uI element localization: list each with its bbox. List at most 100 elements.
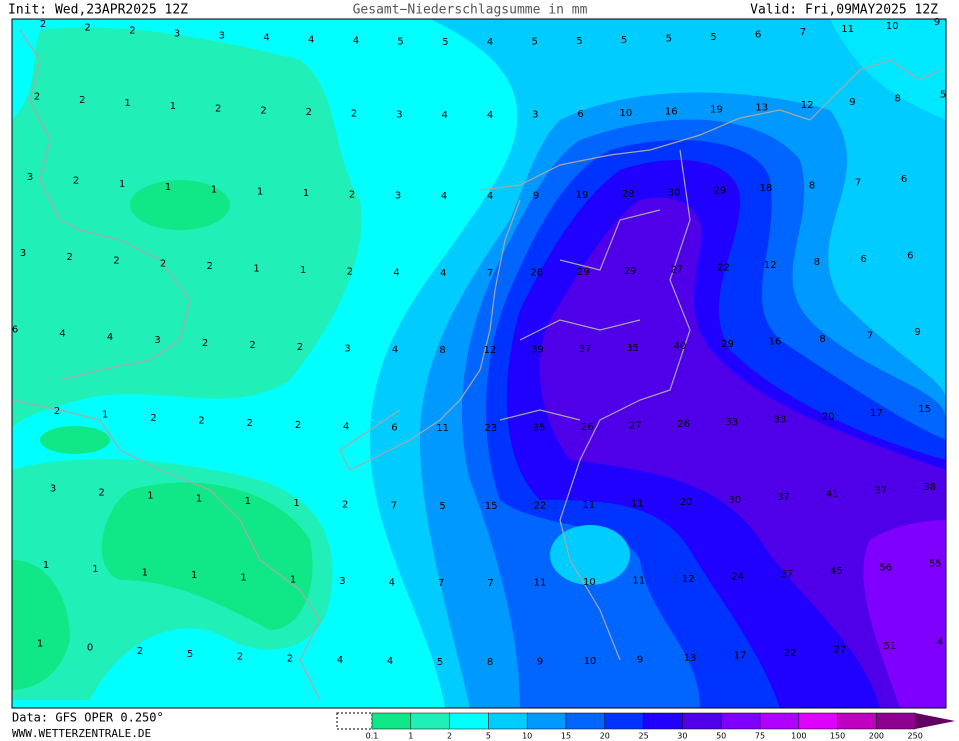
grid-value: 11 xyxy=(534,578,547,589)
grid-value: 6 xyxy=(577,109,583,120)
grid-value: 8 xyxy=(814,257,820,268)
grid-value: 8 xyxy=(895,93,901,104)
grid-value: 6 xyxy=(755,30,761,41)
grid-value: 1 xyxy=(142,567,148,578)
grid-value: 2 xyxy=(79,95,85,106)
grid-value: 5 xyxy=(532,37,538,48)
field-5-patch xyxy=(550,525,630,585)
grid-value: 6 xyxy=(901,174,907,185)
grid-value: 1 xyxy=(196,494,202,505)
grid-value: 4 xyxy=(263,33,269,44)
grid-value: 15 xyxy=(485,501,498,512)
grid-value: 4 xyxy=(389,577,395,588)
legend-label: 250 xyxy=(908,732,923,741)
grid-value: 2 xyxy=(306,107,312,118)
legend-label: 2 xyxy=(447,732,452,741)
grid-value: 26 xyxy=(530,268,543,279)
grid-value: 4 xyxy=(442,110,448,121)
legend-label: 15 xyxy=(561,732,571,741)
grid-value: 24 xyxy=(731,572,744,583)
grid-value: 8 xyxy=(439,345,445,356)
grid-value: 40 xyxy=(674,341,687,352)
grid-value: 2 xyxy=(99,487,105,498)
grid-value: 2 xyxy=(40,19,46,30)
grid-value: 3 xyxy=(344,343,350,354)
legend-swatch xyxy=(488,712,528,730)
website: WWW.WETTERZENTRALE.DE xyxy=(12,727,151,740)
grid-value: 5 xyxy=(621,35,627,46)
grid-value: 11 xyxy=(631,499,644,510)
grid-value: 11 xyxy=(841,24,854,35)
grid-value: 29 xyxy=(577,267,590,278)
grid-value: 29 xyxy=(714,186,727,197)
grid-value: 5 xyxy=(940,90,946,101)
grid-value: 9 xyxy=(533,191,539,202)
grid-value: 1 xyxy=(170,101,176,112)
grid-value: 2 xyxy=(249,340,255,351)
grid-value: 3 xyxy=(174,28,180,39)
grid-value: 12 xyxy=(801,100,814,111)
grid-value: 1 xyxy=(211,184,217,195)
grid-value: 5 xyxy=(187,649,193,660)
grid-value: 55 xyxy=(929,558,942,569)
grid-value: 1 xyxy=(257,186,263,197)
grid-value: 27 xyxy=(834,645,847,656)
coastline xyxy=(479,59,941,191)
legend-label: 1 xyxy=(408,732,413,741)
grid-value: 1 xyxy=(290,575,296,586)
grid-value: 1 xyxy=(165,182,171,193)
grid-value: 1 xyxy=(147,491,153,502)
grid-value: 1 xyxy=(43,560,49,571)
grid-value: 1 xyxy=(303,188,309,199)
field-50 xyxy=(863,520,946,708)
grid-value: 3 xyxy=(27,172,33,183)
grid-value: 10 xyxy=(583,577,596,588)
legend-label: 75 xyxy=(755,732,765,741)
grid-value: 4 xyxy=(487,37,493,48)
grid-value: 1 xyxy=(102,410,108,421)
grid-value: 3 xyxy=(395,190,401,201)
grid-value: 2 xyxy=(85,22,91,33)
grid-value: 8 xyxy=(487,657,493,668)
grid-value: 6 xyxy=(907,250,913,261)
field-darkgreen xyxy=(40,426,110,454)
grid-value: 3 xyxy=(154,335,160,346)
grid-value: 29 xyxy=(721,339,734,350)
grid-value: 27 xyxy=(629,421,642,432)
grid-value: 2 xyxy=(54,406,60,417)
grid-value: 10 xyxy=(886,21,899,32)
legend-swatch xyxy=(720,712,761,730)
legend-label: 30 xyxy=(677,732,687,741)
grid-value: 9 xyxy=(849,97,855,108)
grid-value: 2 xyxy=(342,499,348,510)
grid-value: 1 xyxy=(191,570,197,581)
grid-value: 3 xyxy=(50,484,56,495)
legend-swatch xyxy=(643,712,683,730)
grid-value: 2 xyxy=(202,338,208,349)
grid-value: 35 xyxy=(533,423,546,434)
grid-value: 7 xyxy=(391,500,397,511)
grid-value: 5 xyxy=(439,501,445,512)
grid-value: 4 xyxy=(59,328,65,339)
grid-value: 0 xyxy=(87,643,93,654)
data-source: Data: GFS OPER 0.250° xyxy=(12,711,164,725)
grid-value: 30 xyxy=(728,495,741,506)
legend-swatch xyxy=(449,712,489,730)
legend-swatch xyxy=(876,712,916,730)
grid-value: 9 xyxy=(537,657,543,668)
legend-label: 5 xyxy=(486,732,491,741)
grid-value: 11 xyxy=(582,500,595,511)
legend-open-end xyxy=(336,712,373,730)
grid-value: 16 xyxy=(769,337,782,348)
grid-value: 3 xyxy=(532,110,538,121)
grid-value: 33 xyxy=(774,414,787,425)
grid-value: 1 xyxy=(293,498,299,509)
grid-value: 7 xyxy=(867,331,873,342)
grid-value: 33 xyxy=(725,417,738,428)
grid-value: 8 xyxy=(819,334,825,345)
grid-value: 37 xyxy=(579,344,592,355)
grid-value: 10 xyxy=(584,656,597,667)
legend-swatch xyxy=(682,712,722,730)
grid-value: 56 xyxy=(879,562,892,573)
legend-swatch xyxy=(526,712,567,730)
